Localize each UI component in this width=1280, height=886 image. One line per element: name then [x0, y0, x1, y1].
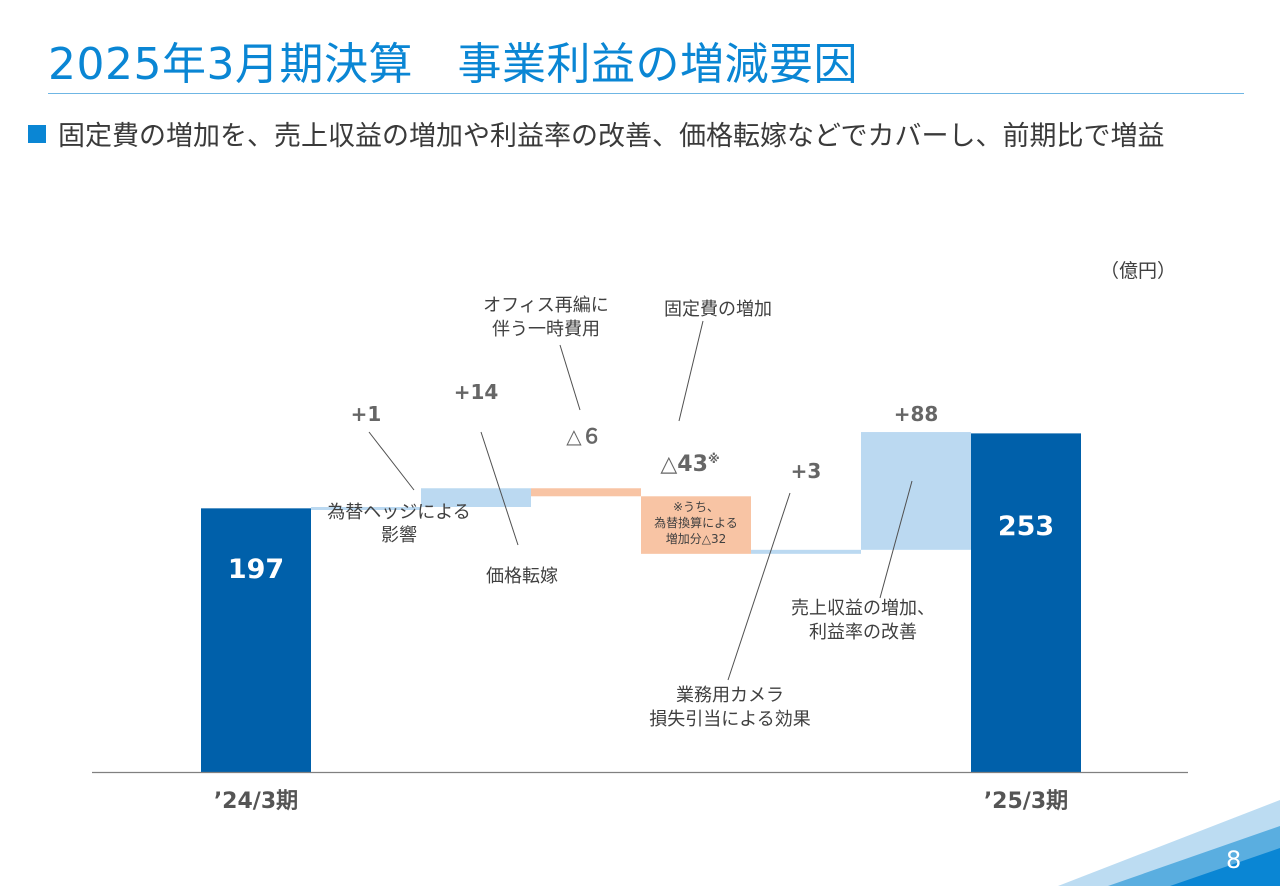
annotation-3-line-0: オフィス再編に	[483, 295, 609, 316]
annotation-6-line-1: 利益率の改善	[809, 622, 917, 643]
data-label-5: +3	[791, 459, 822, 483]
bar-5	[751, 549, 861, 554]
annotation-4-line-0: 固定費の増加	[664, 299, 772, 320]
annotation-3-line-1: 伴う一時費用	[492, 319, 600, 340]
title-divider	[48, 93, 1244, 94]
leader-line-1	[368, 431, 415, 491]
data-label-1: +1	[351, 402, 382, 426]
data-label-2: +14	[454, 380, 499, 404]
leader-line-6	[879, 480, 913, 599]
leader-line-4	[678, 320, 704, 422]
data-label-7: 253	[998, 511, 1054, 542]
annotation-6-line-0: 売上収益の増加、	[791, 598, 935, 619]
tick-label-0: ’24/3期	[214, 789, 298, 814]
data-label-0: 197	[228, 554, 284, 585]
slide-subtitle: 固定費の増加を、売上収益の増加や利益率の改善、価格転嫁などでカバーし、前期比で増…	[58, 121, 1165, 152]
footnote-line-0: ※うち、	[673, 500, 719, 514]
data-label-3: △６	[566, 424, 601, 448]
bar-6	[861, 432, 971, 550]
bar-7	[971, 433, 1081, 772]
slide-title: 2025年3月期決算 事業利益の増減要因	[48, 39, 858, 90]
annotation-1-line-1: 影響	[381, 525, 417, 546]
annotation-1-line-0: 為替ヘッジによる	[327, 502, 470, 523]
bar-1	[311, 506, 421, 510]
annotation-5-line-1: 損失引当による効果	[649, 709, 810, 730]
page-number: 8	[1226, 846, 1242, 874]
square-bullet-icon	[28, 124, 46, 143]
leader-line-3	[559, 344, 581, 411]
bar-4	[641, 496, 751, 554]
leader-line-2	[480, 431, 519, 546]
bar-0	[201, 508, 311, 772]
footnote-line-2: 増加分△32	[666, 532, 727, 546]
bar-3	[531, 488, 641, 497]
unit-label: （億円）	[1100, 260, 1177, 282]
subtitle-row: 固定費の増加を、売上収益の増加や利益率の改善、価格転嫁などでカバーし、前期比で増…	[28, 114, 1164, 153]
data-label-note-mark: ※	[708, 452, 720, 466]
annotation-5-line-0: 業務用カメラ	[676, 685, 784, 706]
footnote-line-1: 為替換算による	[654, 515, 738, 530]
annotation-2-line-0: 価格転嫁	[486, 566, 558, 587]
tick-label-7: ’25/3期	[984, 789, 1068, 814]
data-label-6: +88	[894, 402, 939, 426]
leader-line-5	[727, 492, 791, 681]
